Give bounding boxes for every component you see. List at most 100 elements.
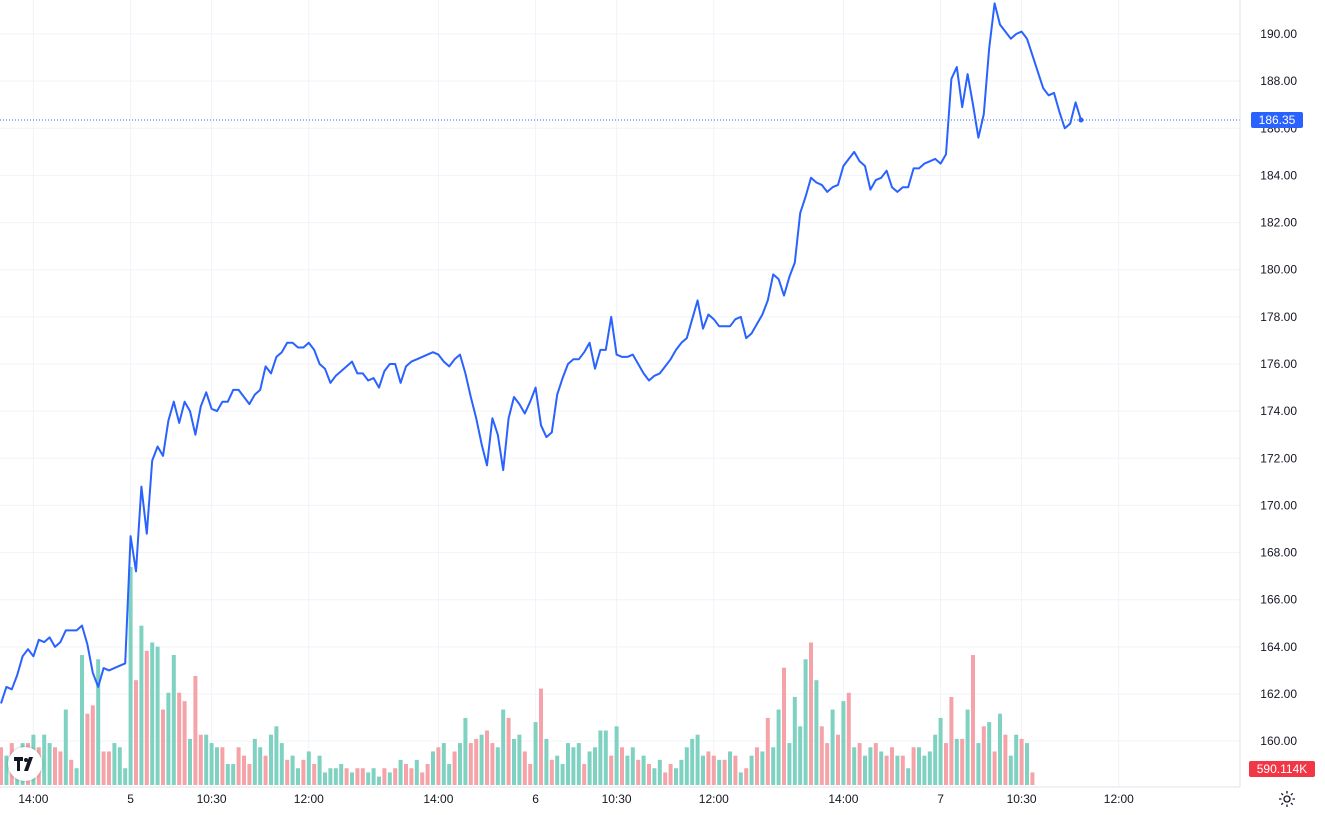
- volume-bar: [274, 726, 279, 785]
- volume-bar: [166, 692, 171, 785]
- last-price-marker: [1078, 117, 1084, 123]
- chart-grid: [0, 0, 1240, 787]
- volume-bar: [215, 747, 219, 785]
- volume-bar: [312, 764, 317, 785]
- volume-bar: [992, 751, 997, 785]
- y-tick-label: 172.00: [1260, 451, 1297, 465]
- volume-bar: [161, 709, 165, 785]
- last-price-badge: 186.35: [1251, 112, 1303, 129]
- volume-bar: [90, 705, 95, 785]
- volume-bar: [679, 759, 684, 785]
- volume-bar: [738, 772, 743, 785]
- volume-bar: [485, 730, 489, 785]
- volume-bar: [657, 759, 662, 785]
- volume-bar: [1025, 743, 1029, 785]
- volume-bar: [1019, 738, 1024, 785]
- volume-bar: [809, 642, 813, 785]
- volume-bar: [398, 759, 403, 785]
- y-tick-label: 166.00: [1260, 593, 1297, 607]
- volume-bar: [328, 768, 333, 785]
- volume-bar: [701, 755, 705, 785]
- volume-bar: [879, 751, 884, 785]
- volume-bar: [296, 768, 300, 785]
- x-tick-label: 14:00: [828, 792, 858, 806]
- volume-bar: [360, 768, 365, 785]
- volume-bar: [868, 747, 873, 785]
- last-volume-badge: 590.114K: [1249, 761, 1315, 777]
- volume-bar: [301, 759, 306, 785]
- volume-bar: [636, 759, 641, 785]
- volume-bar: [279, 743, 284, 785]
- volume-bar: [938, 717, 943, 785]
- volume-bar: [668, 764, 673, 785]
- volume-bar: [317, 755, 322, 785]
- volume-bar: [290, 755, 295, 785]
- volume-bar: [863, 755, 867, 785]
- volume-bar: [0, 747, 3, 785]
- volume-bar: [58, 751, 63, 785]
- y-tick-label: 174.00: [1260, 404, 1297, 418]
- volume-bar: [414, 759, 419, 785]
- volume-bar: [263, 755, 268, 785]
- y-tick-label: 164.00: [1260, 640, 1297, 654]
- volume-bar: [74, 768, 79, 785]
- volume-bar: [771, 747, 776, 785]
- volume-bar: [209, 743, 214, 785]
- y-tick-label: 180.00: [1260, 263, 1297, 277]
- volume-bar: [366, 772, 371, 785]
- volume-bar: [598, 730, 603, 785]
- volume-bar: [355, 768, 360, 785]
- volume-bar: [981, 726, 986, 785]
- volume-bar: [609, 755, 614, 785]
- volume-bar: [382, 768, 387, 785]
- y-tick-label: 168.00: [1260, 546, 1297, 560]
- volume-bar: [225, 764, 230, 785]
- volume-bar: [96, 659, 101, 785]
- volume-bar: [555, 755, 560, 785]
- y-tick-label: 176.00: [1260, 357, 1297, 371]
- volume-bar: [517, 734, 522, 785]
- volume-bar: [965, 709, 970, 785]
- volume-bar: [80, 655, 84, 785]
- volume-bar: [792, 696, 797, 785]
- volume-bar: [350, 772, 354, 785]
- volume-bar: [647, 764, 651, 785]
- volume-bar: [431, 751, 435, 785]
- volume-bar: [63, 709, 68, 785]
- volume-bar: [711, 755, 716, 785]
- volume-bar: [420, 772, 425, 785]
- tradingview-logo-icon[interactable]: [8, 747, 42, 781]
- volume-bar: [236, 747, 241, 785]
- volume-bar: [998, 713, 1002, 785]
- volume-bar: [976, 743, 981, 785]
- volume-bar: [641, 755, 646, 785]
- volume-bar: [922, 755, 927, 785]
- y-tick-label: 182.00: [1260, 216, 1297, 230]
- volume-bar: [1014, 734, 1019, 785]
- volume-bar: [495, 747, 500, 785]
- volume-bar: [323, 772, 327, 785]
- volume-bar: [906, 768, 911, 785]
- volume-bar: [387, 772, 392, 785]
- volume-bar: [544, 738, 549, 785]
- volume-bar: [182, 701, 187, 785]
- x-tick-label: 12:00: [699, 792, 729, 806]
- volume-bar: [560, 764, 565, 785]
- volume-bar: [695, 734, 700, 785]
- y-tick-label: 160.00: [1260, 734, 1297, 748]
- volume-bar: [333, 768, 338, 785]
- volume-bar: [1030, 772, 1035, 785]
- x-tick-label: 10:30: [602, 792, 632, 806]
- volume-bar: [4, 755, 9, 785]
- volume-bar: [949, 696, 954, 785]
- x-tick-label: 7: [937, 792, 944, 806]
- volume-bar: [884, 755, 889, 785]
- volume-bar: [911, 747, 916, 785]
- volume-bar: [744, 768, 749, 785]
- volume-bar: [512, 738, 516, 785]
- y-tick-label: 178.00: [1260, 310, 1297, 324]
- gear-icon[interactable]: [1276, 788, 1298, 810]
- volume-bar: [819, 726, 824, 785]
- volume-bar: [247, 764, 252, 785]
